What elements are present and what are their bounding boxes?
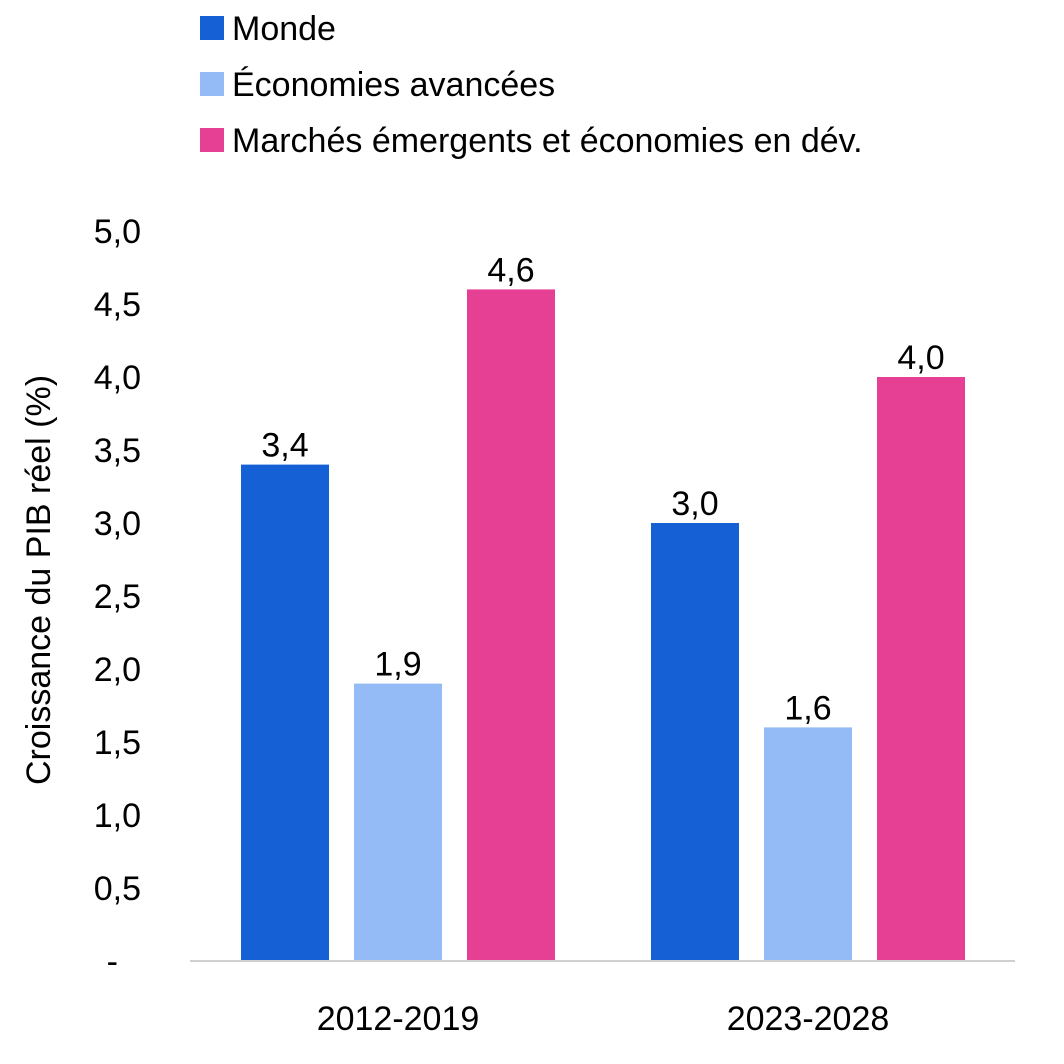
bar bbox=[651, 523, 739, 961]
bar bbox=[764, 727, 852, 961]
bar-value-label: 1,6 bbox=[784, 689, 831, 727]
legend-label: Économies avancées bbox=[232, 66, 555, 104]
legend-label: Marchés émergents et économies en dév. bbox=[232, 122, 863, 160]
y-tick-label: 2,5 bbox=[94, 578, 141, 616]
x-category-label: 2012-2019 bbox=[317, 1000, 480, 1038]
data-labels: 3,4 1,9 4,6 3,0 1,6 4,0 bbox=[261, 251, 944, 727]
y-tick-label: 2,0 bbox=[94, 651, 141, 689]
y-tick-label: 3,5 bbox=[94, 432, 141, 470]
x-axis-category-labels: 2012-2019 2023-2028 bbox=[317, 1000, 890, 1038]
bar-value-label: 3,0 bbox=[671, 485, 718, 523]
bar-value-label: 3,4 bbox=[261, 427, 308, 465]
legend: Monde Économies avancées Marchés émergents… bbox=[200, 10, 863, 160]
legend-swatch bbox=[200, 72, 224, 96]
y-axis-tick-labels: - 0,5 1,0 1,5 2,0 2,5 3,0 3,5 4,0 4,5 5,0 bbox=[94, 213, 141, 981]
bar bbox=[467, 289, 555, 961]
legend-swatch bbox=[200, 16, 224, 40]
y-tick-label: 0,5 bbox=[94, 870, 141, 908]
bar bbox=[354, 683, 442, 961]
bar bbox=[241, 464, 329, 961]
y-tick-label: 3,0 bbox=[94, 505, 141, 543]
y-tick-label: 1,0 bbox=[94, 797, 141, 835]
bar-value-label: 4,0 bbox=[897, 339, 944, 377]
bar-value-label: 1,9 bbox=[374, 646, 421, 684]
y-axis-title: Croissance du PIB réel (%) bbox=[20, 375, 58, 785]
legend-label: Monde bbox=[232, 10, 336, 48]
y-tick-label: 4,0 bbox=[94, 359, 141, 397]
bar bbox=[877, 377, 965, 961]
y-tick-label: - bbox=[107, 943, 118, 981]
y-tick-label: 5,0 bbox=[94, 213, 141, 251]
legend-swatch bbox=[200, 128, 224, 152]
y-tick-label: 4,5 bbox=[94, 286, 141, 324]
y-tick-label: 1,5 bbox=[94, 724, 141, 762]
x-category-label: 2023-2028 bbox=[727, 1000, 890, 1038]
bar-value-label: 4,6 bbox=[487, 251, 534, 289]
bars bbox=[241, 289, 965, 961]
